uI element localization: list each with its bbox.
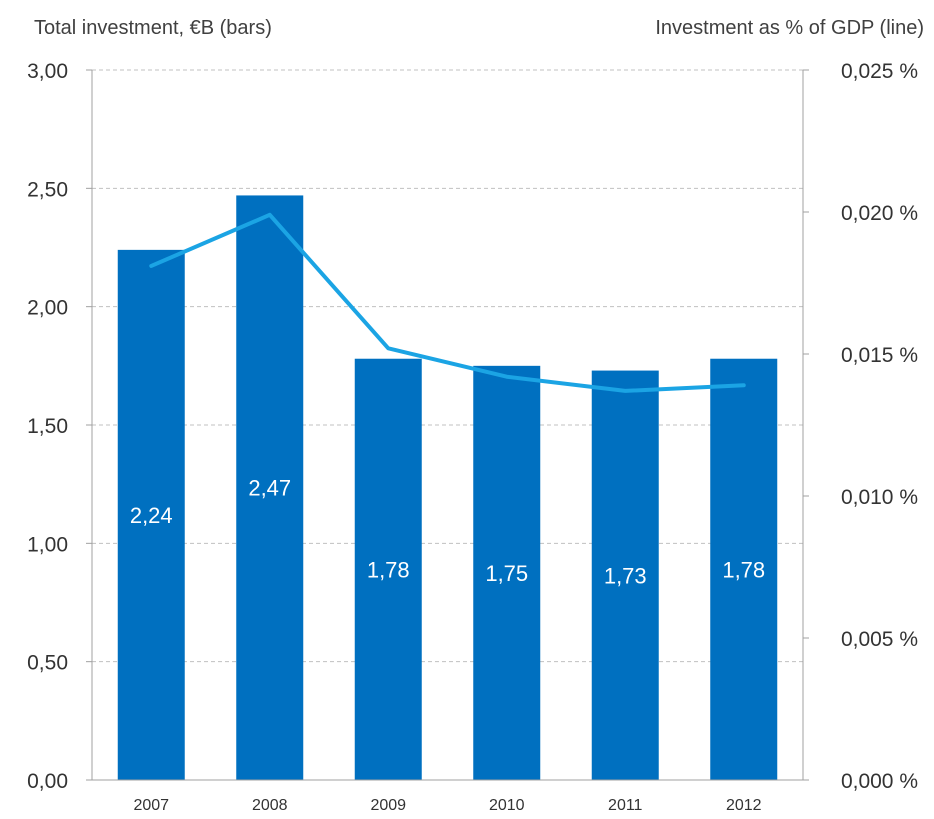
gdp-line-series <box>149 212 746 393</box>
left-tick-label: 2,50 <box>27 178 68 201</box>
x-tick-label: 2009 <box>370 797 406 814</box>
x-axis-ticks: 2007 2008 2009 2010 2011 2012 <box>133 797 761 814</box>
bar-label-2007: 2,24 <box>130 503 173 528</box>
left-tick-label: 3,00 <box>27 60 68 83</box>
right-tick-label: 0,015 % <box>841 344 918 367</box>
right-tick-label: 0,010 % <box>841 486 918 509</box>
x-tick-label: 2007 <box>133 797 169 814</box>
right-tick-label: 0,025 % <box>841 60 918 83</box>
x-tick-label: 2010 <box>489 797 525 814</box>
bar-label-2012: 1,78 <box>722 557 765 582</box>
bar-label-2011: 1,73 <box>604 563 647 588</box>
left-tick-label: 2,00 <box>27 297 68 320</box>
right-axis-ticks: 0,000 % 0,005 % 0,010 % 0,015 % 0,020 % 0,025… <box>803 60 918 793</box>
left-tick-label: 0,50 <box>27 652 68 675</box>
left-tick-label: 1,00 <box>27 533 68 556</box>
bar-2009 <box>354 358 422 780</box>
x-tick-label: 2011 <box>608 797 643 814</box>
bar-2011 <box>591 370 659 780</box>
left-axis-title: Total investment, €B (bars) <box>34 17 272 39</box>
bar-2007 <box>117 249 185 780</box>
bar-2010 <box>473 365 541 780</box>
right-tick-label: 0,020 % <box>841 202 918 225</box>
bar-labels: 2,24 2,47 1,78 1,75 1,73 1,78 <box>130 476 765 589</box>
bar-2008 <box>236 195 304 780</box>
right-tick-label: 0,000 % <box>841 770 918 793</box>
right-axis-title: Investment as % of GDP (line) <box>655 17 924 39</box>
bars <box>117 195 778 780</box>
bar-2012 <box>710 358 778 780</box>
gridlines <box>92 69 803 663</box>
left-axis-ticks: 0,00 0,50 1,00 1,50 2,00 2,50 3,00 <box>27 60 92 793</box>
gdp-line <box>149 212 746 393</box>
bar-label-2008: 2,47 <box>248 476 291 501</box>
x-tick-label: 2012 <box>726 797 762 814</box>
left-tick-label: 0,00 <box>27 770 68 793</box>
bar-label-2009: 1,78 <box>367 557 410 582</box>
left-tick-label: 1,50 <box>27 415 68 438</box>
x-tick-label: 2008 <box>252 797 288 814</box>
right-tick-label: 0,005 % <box>841 628 918 651</box>
bar-label-2010: 1,75 <box>485 561 528 586</box>
